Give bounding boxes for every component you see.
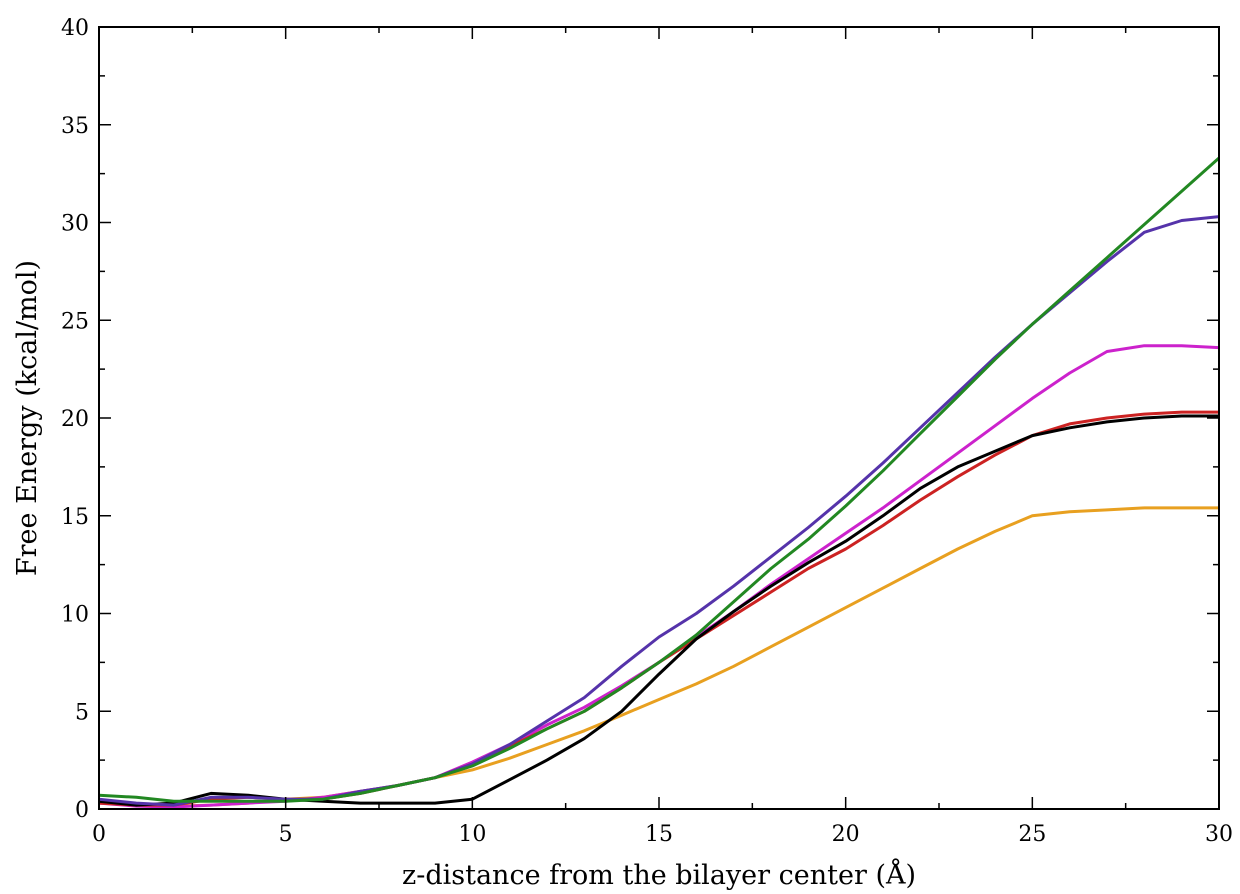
y-tick-label: 10 [61, 603, 89, 628]
series-line-3 [98, 410, 1219, 807]
series-line-4 [98, 414, 1219, 807]
series-line-2 [98, 344, 1220, 809]
series-line-1 [98, 506, 1219, 808]
y-tick-label: 15 [61, 505, 89, 530]
plot-frame [98, 26, 1220, 810]
x-tick-label: 30 [1205, 822, 1233, 847]
series-line-5 [98, 215, 1220, 807]
x-tick-label: 15 [645, 822, 673, 847]
y-tick-label: 20 [61, 407, 89, 432]
x-tick-label: 20 [832, 822, 860, 847]
y-tick-label: 40 [61, 16, 89, 41]
y-tick-label: 35 [61, 114, 89, 139]
series-layer [98, 156, 1220, 809]
y-tick-label: 5 [75, 700, 89, 725]
x-tick-label: 5 [279, 822, 293, 847]
y-tick-label: 25 [61, 309, 89, 334]
ticks-layer: 0 5 10 15 20 25 30 0 5 10 15 20 25 30 35 40 [61, 16, 1233, 847]
x-tick-label: 25 [1018, 822, 1046, 847]
x-tick-label: 10 [458, 822, 486, 847]
x-axis-label: z-distance from the bilayer center (Å) [402, 858, 916, 891]
x-tick-label: 0 [92, 822, 106, 847]
y-tick-label: 30 [61, 212, 89, 237]
series-line-6 [98, 156, 1220, 803]
y-axis-label: Free Energy (kcal/mol) [12, 260, 43, 576]
y-tick-label: 0 [75, 798, 89, 823]
